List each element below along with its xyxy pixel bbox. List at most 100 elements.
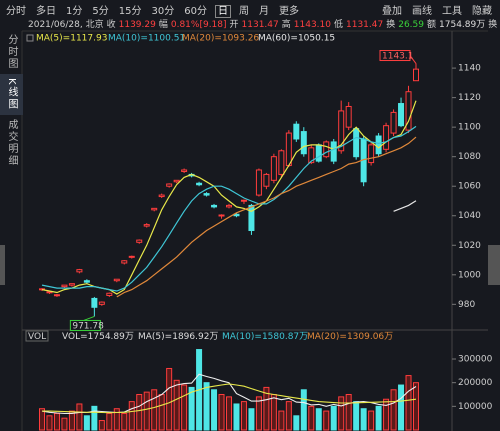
- candle-body: [61, 284, 68, 288]
- volume-bar: [226, 396, 232, 431]
- candle-body: [345, 105, 352, 128]
- scroll-handle[interactable]: [0, 245, 5, 285]
- volume-bar: [46, 415, 53, 431]
- candle-body: [76, 269, 83, 273]
- ma-line: [116, 136, 417, 298]
- period-tab[interactable]: 1分: [66, 6, 83, 17]
- candle-body: [353, 128, 360, 158]
- candle-body: [91, 297, 98, 308]
- candle-body: [128, 255, 135, 258]
- volume-bar: [398, 384, 405, 431]
- candle-body: [398, 103, 405, 127]
- y-tick-label: 200000: [458, 378, 493, 388]
- volume-bar: [218, 394, 225, 431]
- period-tab[interactable]: 更多: [278, 6, 299, 17]
- y-tick-label: 1040: [458, 211, 481, 221]
- candle-body: [106, 292, 113, 296]
- volume-bar: [166, 367, 173, 431]
- y-tick-label: 1000: [458, 270, 481, 280]
- side-tab[interactable]: 成交明细: [6, 118, 17, 167]
- info-label: 低: [333, 20, 343, 30]
- volume-bar: [248, 408, 255, 431]
- candle-body: [323, 141, 330, 158]
- candle-body: [240, 199, 247, 202]
- annotation-box: [379, 50, 411, 62]
- volume-bar: [68, 410, 75, 431]
- period-tab[interactable]: 30分: [151, 6, 175, 17]
- volume-bar: [293, 415, 300, 431]
- info-value: 0.81%[9.18]: [170, 20, 227, 30]
- candle-body: [136, 239, 143, 243]
- legend-entry: MA(10)=1580.87万: [222, 332, 308, 342]
- side-tab[interactable]: 分时图: [6, 34, 17, 70]
- candle-body: [121, 260, 128, 264]
- info-label: 高: [281, 20, 291, 30]
- tool-button[interactable]: 叠加: [382, 6, 402, 17]
- candle-body: [368, 144, 375, 164]
- volume-bar: [98, 420, 105, 431]
- candle-body: [263, 173, 270, 187]
- candle-body: [196, 182, 203, 186]
- volume-bar: [270, 394, 277, 431]
- legend-entry: VOL=1754.89万: [62, 332, 134, 342]
- info-value: 1754.89万: [439, 20, 486, 30]
- period-tab[interactable]: 分时: [6, 6, 26, 17]
- volume-bar: [91, 405, 98, 431]
- y-tick-label: 1100: [458, 123, 481, 133]
- period-tab[interactable]: 日: [214, 5, 231, 18]
- volume-bar: [353, 401, 360, 431]
- volume-bar: [390, 389, 397, 431]
- legend-entry: MA(5)=1896.92万: [138, 332, 218, 342]
- legend-entry: MA(10)=1100.51: [108, 34, 185, 44]
- vol-title: VOL: [28, 332, 46, 342]
- legend-entry: MA(60)=1050.15: [258, 34, 335, 44]
- y-tick-label: 980: [458, 300, 475, 310]
- y-tick-label: 100000: [458, 402, 493, 412]
- candle-body: [203, 193, 210, 196]
- volume-bar: [278, 410, 285, 431]
- volume-bar: [345, 394, 352, 431]
- tool-button[interactable]: 工具: [442, 6, 462, 17]
- volume-bar: [323, 410, 330, 431]
- y-tick-label: 1080: [458, 152, 481, 162]
- period-tab[interactable]: 5分: [92, 6, 109, 17]
- y-tick-label: 300000: [458, 355, 493, 365]
- volume-bar: [308, 405, 315, 431]
- period-tab[interactable]: 月: [258, 6, 269, 17]
- y-tick-label: 1020: [458, 241, 481, 251]
- tool-button[interactable]: 画线: [412, 6, 432, 17]
- candle-body: [270, 156, 277, 181]
- candle-body: [300, 131, 307, 155]
- candle-body: [338, 110, 345, 152]
- side-tab[interactable]: K线图: [0, 74, 23, 115]
- legend-entry: MA(20)=1093.26: [182, 34, 259, 44]
- volume-bar: [83, 415, 90, 431]
- info-label: 换: [488, 20, 498, 30]
- info-label: 换: [386, 20, 396, 30]
- period-tab[interactable]: 15分: [118, 6, 142, 17]
- tool-button[interactable]: 隐藏: [472, 6, 492, 17]
- annotation-label: 1143.1: [382, 52, 414, 62]
- period-tab[interactable]: 多日: [36, 6, 56, 17]
- volume-bar: [173, 379, 180, 431]
- candle-body: [181, 169, 188, 172]
- candle-body: [248, 204, 255, 232]
- volume-bar: [375, 405, 382, 431]
- period-tab[interactable]: 60分: [184, 6, 207, 17]
- period-tab[interactable]: 周: [238, 6, 249, 17]
- info-value: 1131.47: [241, 20, 279, 30]
- candle-body: [293, 123, 300, 140]
- volume-bar: [240, 401, 247, 431]
- candle-body: [315, 144, 322, 162]
- candle-body: [98, 301, 105, 305]
- volume-bar: [413, 382, 419, 431]
- candle-body: [143, 224, 150, 227]
- candle-body: [226, 204, 232, 208]
- volume-bar: [188, 386, 195, 431]
- candle-body: [218, 214, 225, 217]
- volume-bar: [53, 412, 60, 431]
- scroll-handle[interactable]: [488, 245, 500, 285]
- volume-bar: [330, 405, 337, 431]
- volume-bar: [285, 401, 292, 431]
